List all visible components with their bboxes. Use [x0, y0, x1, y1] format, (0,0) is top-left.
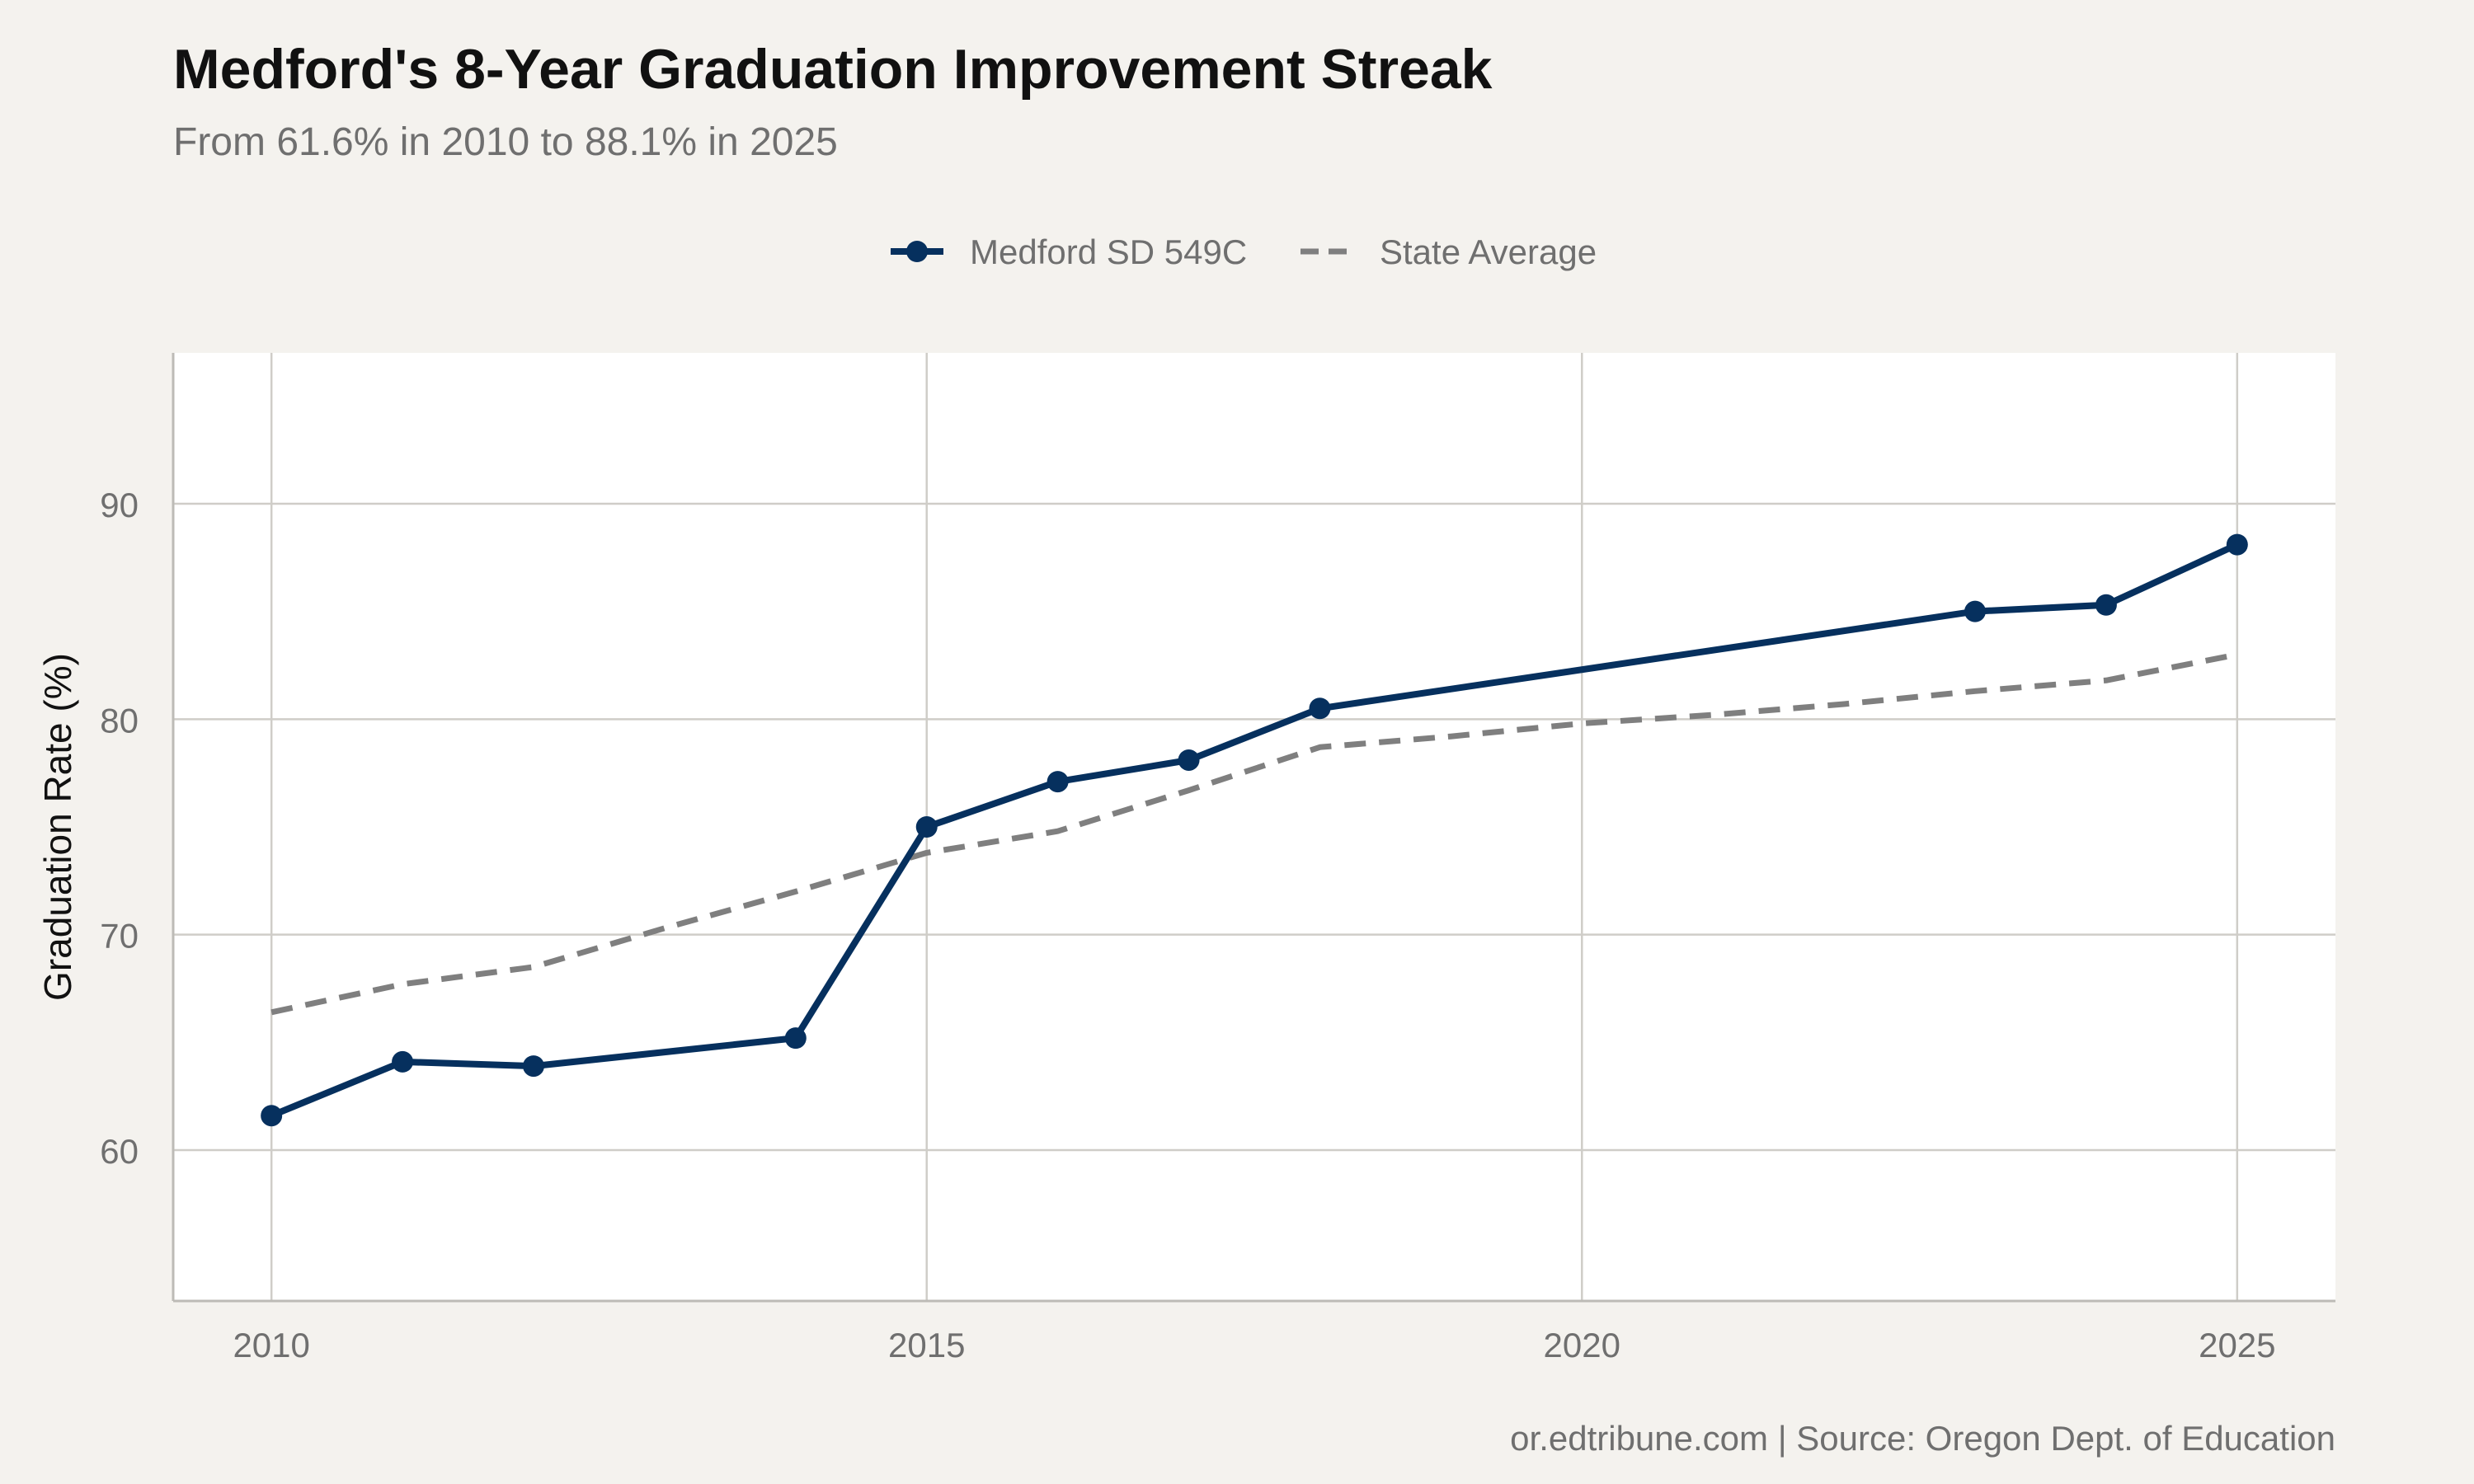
y-tick-label: 90 [100, 486, 139, 524]
y-tick-label: 60 [100, 1132, 139, 1171]
chart-subtitle: From 61.6% in 2010 to 88.1% in 2025 [173, 120, 838, 164]
legend-label: Medford SD 549C [970, 232, 1247, 271]
legend-label: State Average [1380, 232, 1597, 271]
legend-key-point [906, 241, 928, 262]
data-point-medford-sd-549c [915, 816, 938, 838]
chart-caption: or.edtribune.com | Source: Oregon Dept. … [1510, 1419, 2335, 1458]
x-tick-label: 2025 [2199, 1326, 2275, 1364]
data-point-medford-sd-549c [392, 1050, 414, 1073]
y-tick-label: 80 [100, 701, 139, 740]
data-point-medford-sd-549c [1178, 749, 1200, 771]
plot-panel [173, 353, 2335, 1301]
data-point-medford-sd-549c [523, 1055, 544, 1078]
x-tick-label: 2015 [888, 1326, 965, 1364]
data-point-medford-sd-549c [784, 1027, 807, 1050]
data-point-medford-sd-549c [2226, 533, 2248, 556]
y-tick-label: 70 [100, 917, 139, 956]
x-tick-label: 2010 [233, 1326, 309, 1364]
data-point-medford-sd-549c [261, 1105, 283, 1127]
legend-item: Medford SD 549C [891, 232, 1247, 271]
gridlines [173, 353, 2335, 1301]
data-point-medford-sd-549c [1964, 600, 1986, 622]
data-point-medford-sd-549c [1047, 771, 1069, 793]
axes: 60 70 80 90 2010 2015 2020 2025 [100, 353, 2335, 1364]
x-tick-label: 2020 [1544, 1326, 1620, 1364]
series-line-state-average [270, 651, 2238, 1016]
legend-item: State Average [1300, 232, 1597, 271]
data-point-medford-sd-549c [2095, 594, 2117, 616]
chart-title: Medford's 8-Year Graduation Improvement … [173, 38, 1493, 101]
y-axis-label: Graduation Rate (%) [36, 653, 79, 1001]
series-layer [261, 533, 2248, 1127]
data-point-medford-sd-549c [1309, 697, 1331, 720]
legend: Medford SD 549C State Average [891, 232, 1597, 271]
